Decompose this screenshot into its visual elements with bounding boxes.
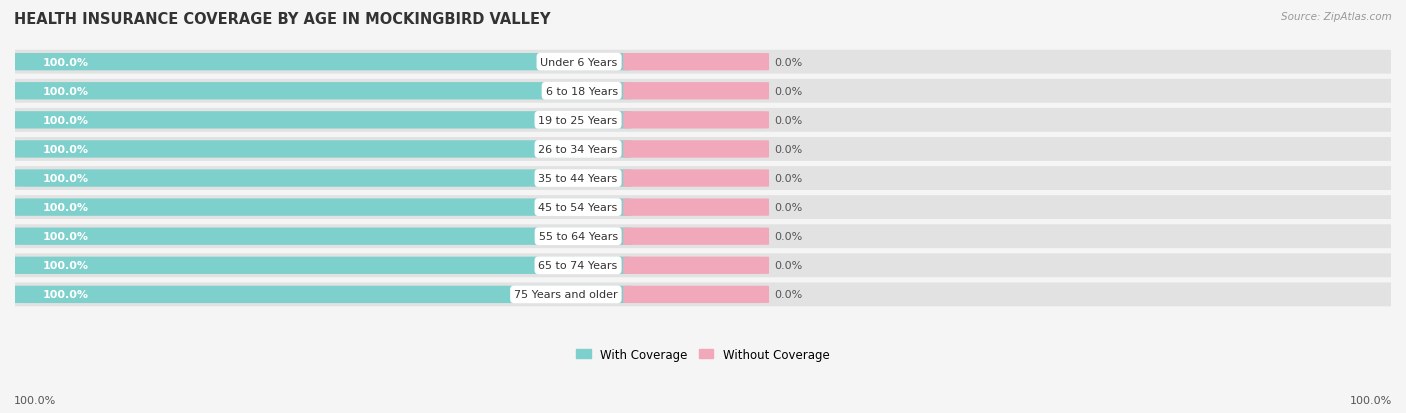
Text: 100.0%: 100.0% <box>42 116 89 126</box>
Text: 75 Years and older: 75 Years and older <box>515 290 617 300</box>
FancyBboxPatch shape <box>11 112 631 129</box>
Text: Under 6 Years: Under 6 Years <box>540 57 617 67</box>
FancyBboxPatch shape <box>623 257 769 274</box>
Text: 55 to 64 Years: 55 to 64 Years <box>538 232 617 242</box>
Text: 0.0%: 0.0% <box>775 232 803 242</box>
Text: 26 to 34 Years: 26 to 34 Years <box>538 145 617 154</box>
Text: 0.0%: 0.0% <box>775 261 803 271</box>
Text: 100.0%: 100.0% <box>42 203 89 213</box>
FancyBboxPatch shape <box>11 141 631 158</box>
Text: 0.0%: 0.0% <box>775 290 803 300</box>
Text: 0.0%: 0.0% <box>775 116 803 126</box>
FancyBboxPatch shape <box>4 109 1402 133</box>
Text: 0.0%: 0.0% <box>775 203 803 213</box>
FancyBboxPatch shape <box>4 138 1402 161</box>
FancyBboxPatch shape <box>4 51 1402 74</box>
Text: 100.0%: 100.0% <box>42 232 89 242</box>
Text: 0.0%: 0.0% <box>775 173 803 184</box>
FancyBboxPatch shape <box>11 54 631 71</box>
Text: 100.0%: 100.0% <box>42 290 89 300</box>
Text: 35 to 44 Years: 35 to 44 Years <box>538 173 617 184</box>
Text: Source: ZipAtlas.com: Source: ZipAtlas.com <box>1281 12 1392 22</box>
Text: 100.0%: 100.0% <box>1350 395 1392 405</box>
Text: 0.0%: 0.0% <box>775 57 803 67</box>
Text: 100.0%: 100.0% <box>42 145 89 154</box>
FancyBboxPatch shape <box>623 112 769 129</box>
Text: 6 to 18 Years: 6 to 18 Years <box>546 87 617 97</box>
Text: 0.0%: 0.0% <box>775 145 803 154</box>
FancyBboxPatch shape <box>623 199 769 216</box>
FancyBboxPatch shape <box>11 199 631 216</box>
Text: 100.0%: 100.0% <box>42 173 89 184</box>
FancyBboxPatch shape <box>4 167 1402 190</box>
FancyBboxPatch shape <box>11 257 631 274</box>
Legend: With Coverage, Without Coverage: With Coverage, Without Coverage <box>576 348 830 361</box>
FancyBboxPatch shape <box>623 141 769 158</box>
FancyBboxPatch shape <box>4 254 1402 278</box>
FancyBboxPatch shape <box>11 228 631 245</box>
FancyBboxPatch shape <box>623 54 769 71</box>
Text: 100.0%: 100.0% <box>42 57 89 67</box>
FancyBboxPatch shape <box>4 80 1402 103</box>
FancyBboxPatch shape <box>623 83 769 100</box>
FancyBboxPatch shape <box>623 228 769 245</box>
FancyBboxPatch shape <box>623 286 769 303</box>
FancyBboxPatch shape <box>623 170 769 187</box>
FancyBboxPatch shape <box>11 286 631 303</box>
FancyBboxPatch shape <box>4 225 1402 249</box>
Text: 65 to 74 Years: 65 to 74 Years <box>538 261 617 271</box>
Text: 19 to 25 Years: 19 to 25 Years <box>538 116 617 126</box>
Text: 100.0%: 100.0% <box>42 87 89 97</box>
FancyBboxPatch shape <box>4 283 1402 306</box>
Text: HEALTH INSURANCE COVERAGE BY AGE IN MOCKINGBIRD VALLEY: HEALTH INSURANCE COVERAGE BY AGE IN MOCK… <box>14 12 551 27</box>
FancyBboxPatch shape <box>4 196 1402 220</box>
Text: 100.0%: 100.0% <box>42 261 89 271</box>
FancyBboxPatch shape <box>11 170 631 187</box>
FancyBboxPatch shape <box>11 83 631 100</box>
Text: 0.0%: 0.0% <box>775 87 803 97</box>
Text: 100.0%: 100.0% <box>14 395 56 405</box>
Text: 45 to 54 Years: 45 to 54 Years <box>538 203 617 213</box>
